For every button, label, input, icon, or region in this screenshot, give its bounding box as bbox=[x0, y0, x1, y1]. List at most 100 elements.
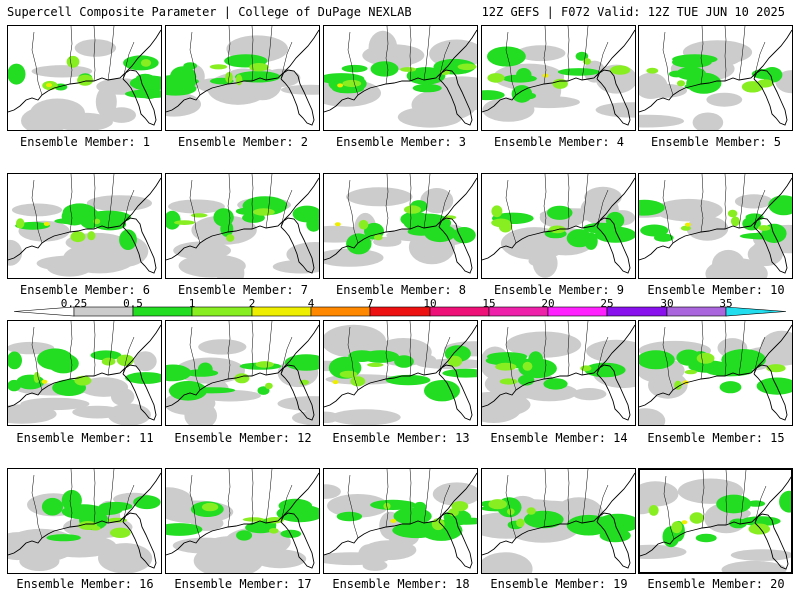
state-boundary bbox=[738, 174, 746, 229]
coastline bbox=[438, 324, 477, 375]
coastline bbox=[324, 217, 473, 274]
coastline bbox=[8, 364, 157, 421]
state-boundary bbox=[662, 179, 674, 244]
ensemble-map-18 bbox=[323, 468, 478, 574]
ensemble-map-11 bbox=[7, 320, 162, 426]
state-boundary bbox=[347, 474, 359, 539]
state-boundary bbox=[581, 321, 589, 376]
parameter-contours bbox=[8, 348, 161, 396]
state-boundary bbox=[423, 321, 431, 376]
state-boundary bbox=[438, 484, 451, 523]
coastline bbox=[280, 472, 319, 523]
scale-bin-3 bbox=[191, 306, 253, 317]
state-boundary bbox=[754, 485, 767, 524]
state-boundary bbox=[93, 174, 96, 230]
state-boundary bbox=[505, 31, 517, 96]
coastline bbox=[438, 177, 477, 228]
ensemble-map-14 bbox=[481, 320, 636, 426]
parameter-contours bbox=[166, 196, 319, 242]
state-boundary bbox=[596, 484, 609, 523]
state-boundary bbox=[227, 174, 231, 233]
coastline bbox=[8, 69, 157, 126]
ensemble-map-5 bbox=[638, 25, 793, 131]
state-boundary bbox=[505, 326, 517, 391]
ensemble-map-9 bbox=[481, 173, 636, 279]
state-boundary bbox=[663, 475, 675, 540]
ensemble-member-label: Ensemble Member: 11 bbox=[16, 431, 154, 445]
coastline bbox=[639, 69, 788, 126]
state-boundary bbox=[347, 31, 359, 96]
scale-bin-5 bbox=[310, 306, 371, 317]
color-scale-bar bbox=[13, 306, 787, 317]
ensemble-member-label: Ensemble Member: 19 bbox=[490, 577, 628, 591]
ensemble-member-label: Ensemble Member: 1 bbox=[19, 135, 151, 149]
coastline bbox=[122, 177, 161, 228]
state-boundary bbox=[265, 469, 273, 524]
state-boundary bbox=[596, 336, 609, 375]
coastline bbox=[122, 29, 161, 80]
map-field-1 bbox=[8, 26, 161, 130]
parameter-contours bbox=[8, 55, 161, 99]
state-boundary bbox=[505, 179, 517, 244]
coastline bbox=[324, 364, 473, 421]
state-boundary bbox=[725, 470, 728, 526]
coastline bbox=[639, 364, 788, 421]
ensemble-member-label: Ensemble Member: 2 bbox=[177, 135, 309, 149]
coastline bbox=[166, 364, 315, 421]
scale-bin-7 bbox=[429, 306, 490, 317]
map-title: Supercell Composite Parameter | College … bbox=[7, 5, 412, 19]
state-boundary bbox=[227, 469, 231, 528]
scale-tick-label: 10 bbox=[423, 297, 437, 310]
state-boundary bbox=[701, 470, 705, 529]
ensemble-member-label: Ensemble Member: 20 bbox=[647, 577, 785, 591]
state-boundary bbox=[438, 336, 451, 375]
scale-tick-label: 0.25 bbox=[60, 297, 88, 310]
state-boundary bbox=[265, 174, 273, 229]
state-boundary bbox=[567, 174, 570, 230]
ensemble-member-label: Ensemble Member: 5 bbox=[650, 135, 782, 149]
map-field-13 bbox=[324, 321, 477, 425]
state-boundary bbox=[662, 326, 674, 391]
state-boundary bbox=[93, 469, 96, 525]
state-boundary bbox=[31, 179, 43, 244]
state-boundary bbox=[409, 321, 412, 377]
state-boundary bbox=[122, 41, 135, 80]
low-value-contours bbox=[482, 331, 635, 423]
coastline bbox=[754, 476, 791, 524]
state-boundary bbox=[409, 174, 412, 230]
scale-bin-10 bbox=[606, 306, 668, 317]
state-boundary bbox=[724, 26, 727, 82]
ensemble-map-16 bbox=[7, 468, 162, 574]
state-boundary bbox=[189, 31, 201, 96]
state-boundary bbox=[423, 469, 431, 524]
state-boundary bbox=[122, 484, 135, 523]
state-boundary bbox=[280, 484, 293, 523]
state-boundary bbox=[227, 26, 231, 85]
map-field-5 bbox=[639, 26, 792, 130]
map-field-4 bbox=[482, 26, 635, 126]
ensemble-member-label: Ensemble Member: 14 bbox=[490, 431, 628, 445]
coastline bbox=[596, 177, 635, 228]
coastline bbox=[482, 364, 631, 421]
map-field-19 bbox=[482, 469, 635, 573]
coastline bbox=[280, 177, 319, 228]
ensemble-map-15 bbox=[638, 320, 793, 426]
state-boundary bbox=[753, 189, 766, 228]
state-boundary bbox=[724, 174, 727, 230]
state-boundary bbox=[280, 336, 293, 375]
state-boundary bbox=[227, 321, 231, 380]
state-boundary bbox=[596, 41, 609, 80]
state-boundary bbox=[567, 321, 570, 377]
state-boundary bbox=[93, 321, 96, 377]
coastline bbox=[438, 29, 477, 80]
state-boundary bbox=[280, 189, 293, 228]
scale-tick-label: 0.5 bbox=[123, 297, 143, 310]
ensemble-member-label: Ensemble Member: 3 bbox=[335, 135, 467, 149]
ensemble-map-12 bbox=[165, 320, 320, 426]
ensemble-map-3 bbox=[323, 25, 478, 131]
state-boundary bbox=[251, 321, 254, 377]
ensemble-map-10 bbox=[638, 173, 793, 279]
coastline bbox=[280, 29, 319, 80]
state-boundary bbox=[753, 336, 766, 375]
parameter-contours bbox=[482, 46, 631, 103]
